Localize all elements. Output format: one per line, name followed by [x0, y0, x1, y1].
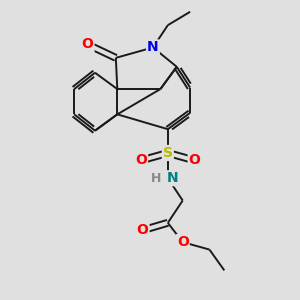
Text: O: O: [135, 153, 147, 167]
Text: O: O: [177, 235, 189, 249]
Text: N: N: [147, 40, 159, 55]
Text: H: H: [152, 172, 162, 185]
Text: O: O: [136, 223, 148, 237]
Text: S: S: [163, 146, 173, 160]
Text: N: N: [167, 171, 178, 185]
Text: O: O: [189, 153, 200, 167]
Text: O: O: [82, 38, 94, 52]
